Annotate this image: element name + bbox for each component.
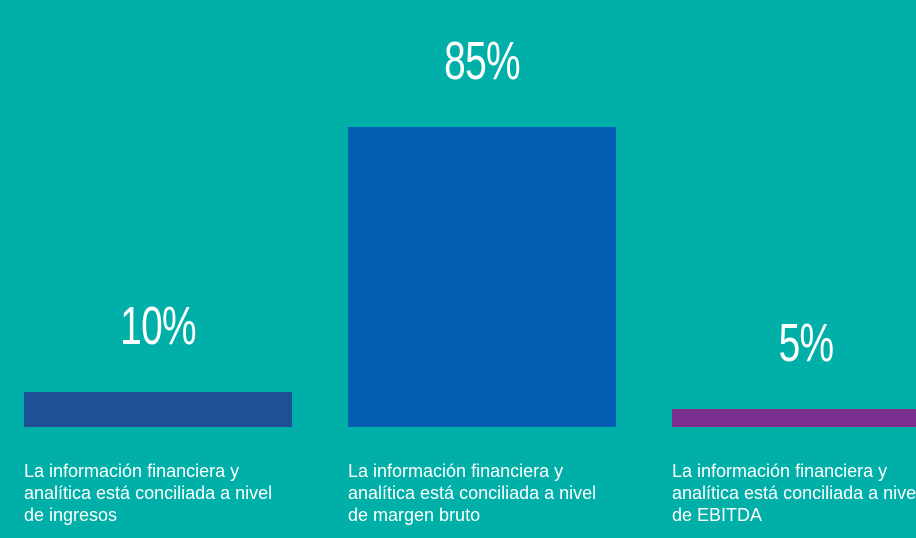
bar	[24, 391, 292, 427]
bar	[348, 127, 616, 427]
category-label: La información financiera y analítica es…	[24, 461, 273, 525]
category-label: La información financiera y analítica es…	[672, 461, 916, 525]
value-label: 5%	[778, 313, 834, 374]
value-label: 10%	[120, 295, 196, 356]
category-label: La información financiera y analítica es…	[348, 461, 597, 525]
value-label: 85%	[444, 31, 520, 91]
bar	[672, 409, 916, 427]
